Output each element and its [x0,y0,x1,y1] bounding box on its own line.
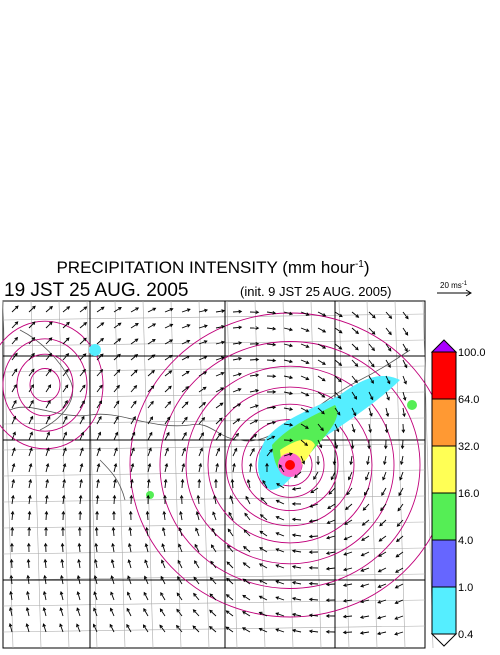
colorbar-label: 64.0 [458,394,479,406]
map [0,301,450,648]
colorbar-label: 0.4 [458,629,473,641]
map-frame [3,301,425,648]
colorbar-box [432,352,456,399]
colorbar-label: 100.0 [458,347,486,359]
colorbar-box [432,446,456,493]
colorbar: 100.0 64.0 32.0 16.0 4.0 1.0 0.4 [432,340,486,646]
colorbar-box [432,399,456,446]
vector-scale-arrow [437,290,471,296]
vector-scale-label: 20 ms-1 [440,281,468,290]
colorbar-box [432,587,456,634]
colorbar-over [432,340,456,352]
vector-scale-text: 20 ms [440,281,462,290]
colorbar-label: 32.0 [458,441,479,453]
colorbar-label: 16.0 [458,488,479,500]
valid-time: 19 JST 25 AUG. 2005 [4,280,189,301]
title-close: ) [364,258,370,277]
vector-scale-sup: -1 [462,281,468,287]
colorbar-under [432,634,456,646]
colorbar-box [432,493,456,540]
title-text: PRECIPITATION INTENSITY (mm hour [56,258,355,277]
colorbar-label: 4.0 [458,535,473,547]
title: PRECIPITATION INTENSITY (mm hour-1) [56,258,369,277]
colorbar-box [432,540,456,587]
init-time: (init. 9 JST 25 AUG. 2005) [240,284,392,299]
colorbar-label: 1.0 [458,582,473,594]
